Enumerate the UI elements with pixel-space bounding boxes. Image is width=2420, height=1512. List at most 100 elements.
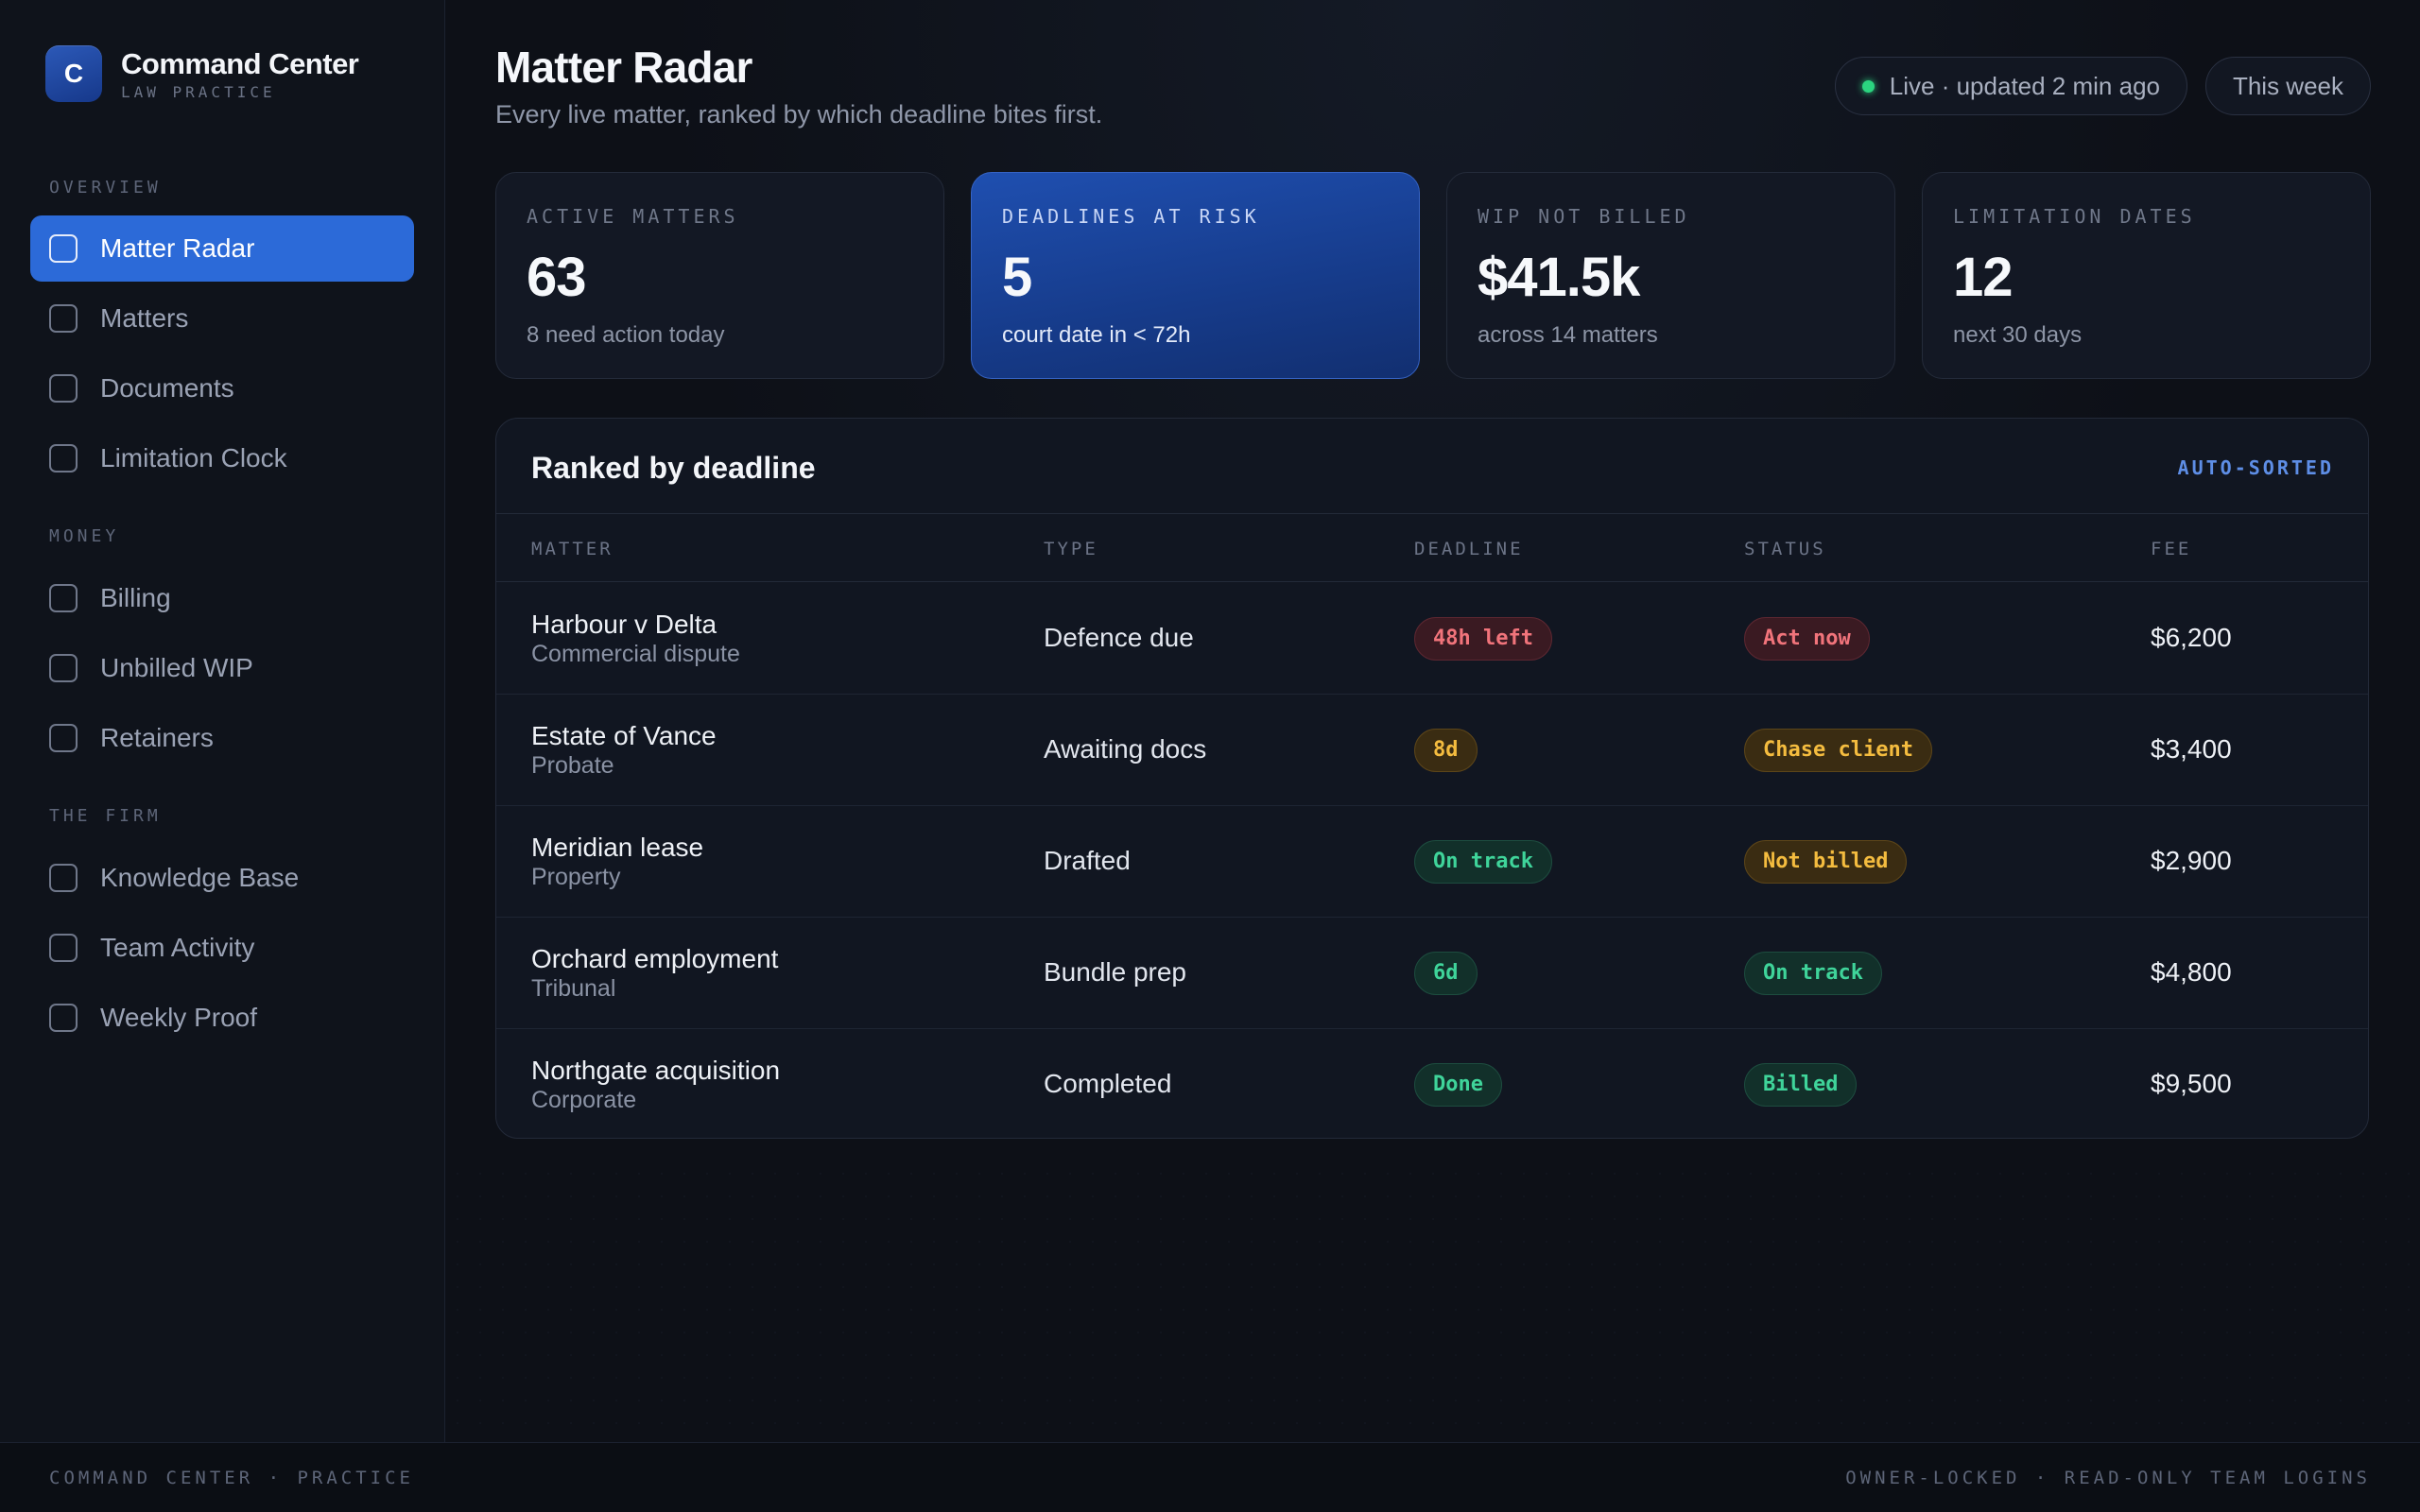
column-header-status[interactable]: STATUS bbox=[1744, 539, 1826, 559]
sidebar-item-team-activity[interactable]: Team Activity bbox=[30, 915, 414, 981]
stat-label: ACTIVE MATTERS bbox=[527, 205, 739, 228]
matter-category: Property bbox=[531, 864, 621, 890]
footer-left-text: COMMAND CENTER · PRACTICE bbox=[49, 1468, 414, 1488]
sidebar-item-limitation-clock[interactable]: Limitation Clock bbox=[30, 425, 414, 491]
matter-fee: $4,800 bbox=[2151, 957, 2232, 987]
status-badge: Billed bbox=[1744, 1063, 1858, 1107]
matter-fee: $9,500 bbox=[2151, 1069, 2232, 1098]
stat-card-wip-not-billed[interactable]: WIP NOT BILLED $41.5k across 14 matters bbox=[1446, 172, 1895, 379]
auto-sorted-tag: AUTO-SORTED bbox=[2177, 456, 2334, 479]
stat-card-active-matters[interactable]: ACTIVE MATTERS 63 8 need action today bbox=[495, 172, 944, 379]
footer: COMMAND CENTER · PRACTICE OWNER-LOCKED ·… bbox=[0, 1442, 2420, 1512]
brand-logo: C bbox=[45, 45, 102, 102]
brand-title: Command Center bbox=[121, 46, 359, 80]
stat-note: court date in < 72h bbox=[1002, 322, 1191, 348]
stat-label: DEADLINES AT RISK bbox=[1002, 205, 1260, 228]
sidebar-item-label: Documents bbox=[100, 373, 234, 403]
deadline-badge: Done bbox=[1414, 1063, 1502, 1107]
stat-note: across 14 matters bbox=[1478, 322, 1658, 348]
stat-note: 8 need action today bbox=[527, 322, 725, 348]
matter-type: Drafted bbox=[1044, 846, 1131, 875]
nav-checkbox-icon bbox=[49, 864, 78, 892]
stat-note: next 30 days bbox=[1953, 322, 2083, 348]
nav-checkbox-icon bbox=[49, 234, 78, 263]
nav-checkbox-icon bbox=[49, 374, 78, 403]
sidebar-item-matters[interactable]: Matters bbox=[30, 285, 414, 352]
matter-name: Northgate acquisition bbox=[531, 1056, 781, 1085]
stat-label: WIP NOT BILLED bbox=[1478, 205, 1690, 228]
sidebar-item-knowledge-base[interactable]: Knowledge Base bbox=[30, 845, 414, 911]
deadline-badge: 48h left bbox=[1414, 617, 1552, 661]
table-row[interactable]: Northgate acquisition Corporate Complete… bbox=[496, 1029, 2368, 1138]
sidebar-item-label: Unbilled WIP bbox=[100, 653, 253, 682]
panel-title: Ranked by deadline bbox=[531, 451, 816, 485]
sidebar-item-label: Retainers bbox=[100, 723, 214, 752]
status-badge: Not billed bbox=[1744, 840, 1908, 884]
footer-right-text: OWNER-LOCKED · READ-ONLY TEAM LOGINS bbox=[1845, 1468, 2371, 1488]
nav-section-the-firm: THE FIRM bbox=[49, 806, 162, 826]
stat-label: LIMITATION DATES bbox=[1953, 205, 2196, 228]
period-label: This week bbox=[2232, 71, 2343, 100]
sidebar-item-label: Matter Radar bbox=[100, 233, 255, 263]
nav-checkbox-icon bbox=[49, 584, 78, 612]
matter-type: Completed bbox=[1044, 1069, 1172, 1098]
nav-checkbox-icon bbox=[49, 1004, 78, 1032]
column-header-deadline[interactable]: DEADLINE bbox=[1414, 539, 1524, 559]
sidebar-item-label: Limitation Clock bbox=[100, 443, 287, 472]
matter-fee: $3,400 bbox=[2151, 734, 2232, 764]
main-content: Matter Radar Every live matter, ranked b… bbox=[446, 0, 2420, 1442]
live-status-pill: Live · updated 2 min ago bbox=[1834, 57, 2187, 115]
sidebar-item-label: Team Activity bbox=[100, 933, 255, 962]
sidebar-item-matter-radar[interactable]: Matter Radar bbox=[30, 215, 414, 282]
stat-card-deadlines-at-risk[interactable]: DEADLINES AT RISK 5 court date in < 72h bbox=[971, 172, 1420, 379]
table-row[interactable]: Estate of Vance Probate Awaiting docs 8d… bbox=[496, 695, 2368, 806]
nav-section-money: MONEY bbox=[49, 526, 120, 546]
table-row[interactable]: Meridian lease Property Drafted On track… bbox=[496, 806, 2368, 918]
sidebar: C Command Center LAW PRACTICE OVERVIEW M… bbox=[0, 0, 445, 1442]
brand-subtitle: LAW PRACTICE bbox=[121, 82, 276, 101]
stat-value: 5 bbox=[1002, 247, 1032, 308]
stat-value: 63 bbox=[527, 247, 587, 308]
deadline-badge: 6d bbox=[1414, 952, 1478, 995]
column-header-fee[interactable]: FEE bbox=[2151, 539, 2192, 559]
matter-category: Tribunal bbox=[531, 975, 616, 1002]
live-dot-icon bbox=[1861, 79, 1875, 93]
matter-type: Defence due bbox=[1044, 623, 1194, 652]
sidebar-item-label: Weekly Proof bbox=[100, 1003, 257, 1032]
sidebar-item-retainers[interactable]: Retainers bbox=[30, 705, 414, 771]
matter-name: Orchard employment bbox=[531, 944, 779, 973]
table-header: MATTER TYPE DEADLINE STATUS FEE bbox=[496, 513, 2368, 582]
deadline-badge: On track bbox=[1414, 840, 1552, 884]
sidebar-item-billing[interactable]: Billing bbox=[30, 565, 414, 631]
sidebar-item-documents[interactable]: Documents bbox=[30, 355, 414, 421]
sidebar-item-label: Billing bbox=[100, 583, 171, 612]
background-texture bbox=[446, 1162, 2420, 1442]
period-selector[interactable]: This week bbox=[2204, 57, 2371, 115]
matter-name: Harbour v Delta bbox=[531, 610, 717, 639]
matter-fee: $2,900 bbox=[2151, 846, 2232, 875]
status-badge: Act now bbox=[1744, 617, 1870, 661]
stat-value: 12 bbox=[1953, 247, 2014, 308]
stat-card-limitation-dates[interactable]: LIMITATION DATES 12 next 30 days bbox=[1922, 172, 2371, 379]
sidebar-item-label: Matters bbox=[100, 303, 189, 333]
nav-checkbox-icon bbox=[49, 934, 78, 962]
status-badge: On track bbox=[1744, 952, 1882, 995]
status-badge: Chase client bbox=[1744, 729, 1932, 772]
stat-value: $41.5k bbox=[1478, 247, 1640, 308]
table-row[interactable]: Orchard employment Tribunal Bundle prep … bbox=[496, 918, 2368, 1029]
column-header-type[interactable]: TYPE bbox=[1044, 539, 1098, 559]
sidebar-item-unbilled-wip[interactable]: Unbilled WIP bbox=[30, 635, 414, 701]
nav-checkbox-icon bbox=[49, 724, 78, 752]
matter-type: Awaiting docs bbox=[1044, 734, 1207, 764]
matter-category: Commercial dispute bbox=[531, 641, 740, 667]
column-header-matter[interactable]: MATTER bbox=[531, 539, 614, 559]
table-row[interactable]: Harbour v Delta Commercial dispute Defen… bbox=[496, 583, 2368, 695]
sidebar-item-weekly-proof[interactable]: Weekly Proof bbox=[30, 985, 414, 1051]
brand[interactable]: C Command Center LAW PRACTICE bbox=[45, 45, 359, 102]
matter-type: Bundle prep bbox=[1044, 957, 1187, 987]
ranked-matters-panel: Ranked by deadline AUTO-SORTED MATTER TY… bbox=[495, 418, 2369, 1139]
nav-checkbox-icon bbox=[49, 304, 78, 333]
page-subtitle: Every live matter, ranked by which deadl… bbox=[495, 100, 1103, 129]
deadline-badge: 8d bbox=[1414, 729, 1478, 772]
matter-fee: $6,200 bbox=[2151, 623, 2232, 652]
